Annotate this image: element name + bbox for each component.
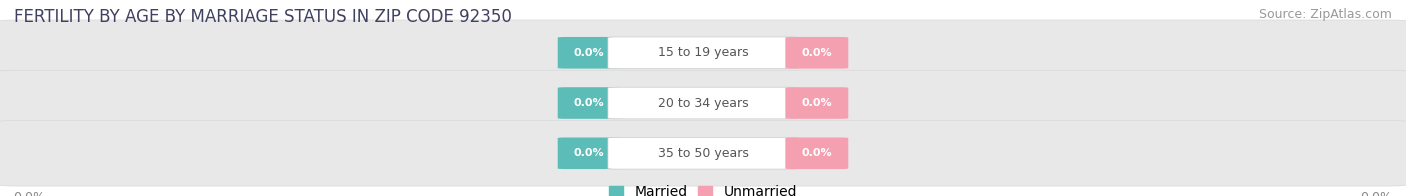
- FancyBboxPatch shape: [786, 37, 848, 69]
- Text: FERTILITY BY AGE BY MARRIAGE STATUS IN ZIP CODE 92350: FERTILITY BY AGE BY MARRIAGE STATUS IN Z…: [14, 8, 512, 26]
- Text: 0.0%: 0.0%: [574, 98, 605, 108]
- FancyBboxPatch shape: [558, 37, 620, 69]
- Text: 20 to 34 years: 20 to 34 years: [658, 96, 748, 110]
- FancyBboxPatch shape: [786, 87, 848, 119]
- Text: 0.0%: 0.0%: [1361, 191, 1392, 196]
- FancyBboxPatch shape: [786, 137, 848, 169]
- Text: Source: ZipAtlas.com: Source: ZipAtlas.com: [1258, 8, 1392, 21]
- FancyBboxPatch shape: [0, 70, 1406, 136]
- Text: 35 to 50 years: 35 to 50 years: [658, 147, 748, 160]
- FancyBboxPatch shape: [607, 37, 799, 69]
- FancyBboxPatch shape: [0, 121, 1406, 186]
- Legend: Married, Unmarried: Married, Unmarried: [603, 180, 803, 196]
- FancyBboxPatch shape: [607, 87, 799, 119]
- FancyBboxPatch shape: [558, 87, 620, 119]
- Text: 15 to 19 years: 15 to 19 years: [658, 46, 748, 59]
- Text: 0.0%: 0.0%: [801, 48, 832, 58]
- FancyBboxPatch shape: [0, 20, 1406, 85]
- Text: 0.0%: 0.0%: [574, 148, 605, 158]
- Text: 0.0%: 0.0%: [801, 98, 832, 108]
- Text: 0.0%: 0.0%: [14, 191, 45, 196]
- FancyBboxPatch shape: [558, 137, 620, 169]
- Text: 0.0%: 0.0%: [574, 48, 605, 58]
- FancyBboxPatch shape: [607, 137, 799, 169]
- Text: 0.0%: 0.0%: [801, 148, 832, 158]
